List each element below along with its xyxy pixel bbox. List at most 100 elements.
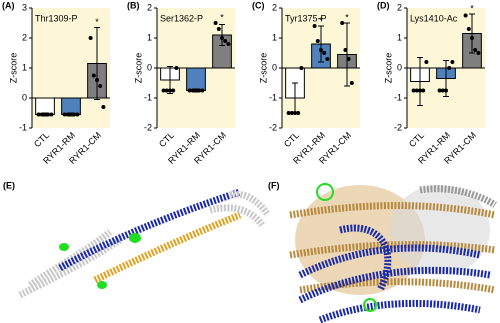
y-tick-label: -1 [19,122,27,132]
data-point [340,21,345,25]
y-tick-label: 0 [147,62,152,72]
helix [58,188,242,272]
x-tick-label: CTL [157,130,176,149]
helix [298,266,491,304]
data-point [69,112,73,117]
y-tick-label: -2 [144,122,152,132]
y-tick-label: 3 [22,2,27,12]
data-point [98,84,103,88]
data-point [164,88,169,93]
data-point [319,48,323,52]
significance: * [345,12,349,22]
helix [419,185,497,208]
data-point [312,24,317,28]
data-point [65,112,70,117]
data-point [75,112,80,117]
significance: * [220,12,224,22]
significance: * [319,15,323,25]
y-tick-label: -1 [269,92,277,102]
chart-title: Thr1309-P [35,13,78,23]
site [129,233,141,243]
data-point [194,88,198,93]
helix [28,229,113,288]
y-tick-label: 1 [397,32,402,42]
data-point [226,42,231,46]
data-point [473,48,478,52]
data-point [91,73,96,78]
data-point [187,88,192,93]
y-tick-label: 2 [272,2,277,12]
error-bar [344,22,350,87]
helix [229,190,271,218]
y-tick-label: -1 [144,92,152,102]
panel-label: (A) [2,0,15,10]
y-tick-label: 0 [397,62,402,72]
data-point [325,57,330,61]
data-point [286,111,291,115]
helix [339,224,392,292]
bar [186,67,206,91]
data-point [220,36,224,40]
panel-label: (F) [268,180,280,190]
y-axis-label: Z-score [258,53,268,84]
helix [289,241,496,259]
data-point [315,39,320,43]
data-point [463,13,468,18]
data-point [343,48,348,52]
data-point [293,111,297,115]
data-point [216,27,221,31]
panel-label: (C) [252,0,265,10]
data-point [296,111,301,115]
y-tick-label: 2 [22,32,27,42]
y-tick-label: 0 [22,92,27,102]
data-point [171,88,176,93]
data-point [190,88,195,93]
chart-title: Tyr1375-P [285,13,327,23]
error-bar [94,27,100,100]
data-point [36,112,41,117]
y-tick-label: 0 [272,62,277,72]
significance: * [95,17,99,27]
y-axis-label: Z-score [8,53,18,84]
y-tick-label: 2 [147,2,152,12]
data-point [46,112,51,117]
data-point [440,88,445,93]
helix [93,211,242,284]
data-point [346,57,351,61]
data-point [213,21,218,25]
y-tick-label: 1 [272,32,277,42]
y-tick-label: 1 [147,32,152,42]
site [363,298,377,312]
y-tick-label: -2 [394,122,402,132]
y-axis-label: Z-score [133,53,143,84]
data-point [289,111,294,115]
site [59,243,69,251]
data-point [450,60,455,64]
data-point [322,51,327,55]
data-point [349,81,354,85]
site [316,183,334,201]
error-bar [469,13,475,54]
error-bar [219,24,225,46]
data-point [200,88,205,93]
chart-title: Ser1362-P [160,13,203,23]
data-point [411,88,416,93]
y-tick-label: -1 [394,92,402,102]
data-point [43,112,47,117]
helix [209,204,265,228]
panel-label: (D) [377,0,390,10]
data-point [418,88,422,93]
bar [61,97,81,115]
y-tick-label: 2 [397,2,402,12]
data-point [39,112,44,117]
x-tick-label: CTL [407,130,426,149]
domain [295,185,425,295]
data-point [101,105,106,109]
x-tick-label: CTL [282,130,301,149]
panel-label: (B) [127,0,140,10]
helix [318,299,481,323]
error-bar [318,25,324,63]
structure-f [289,183,497,323]
data-point [444,88,448,93]
